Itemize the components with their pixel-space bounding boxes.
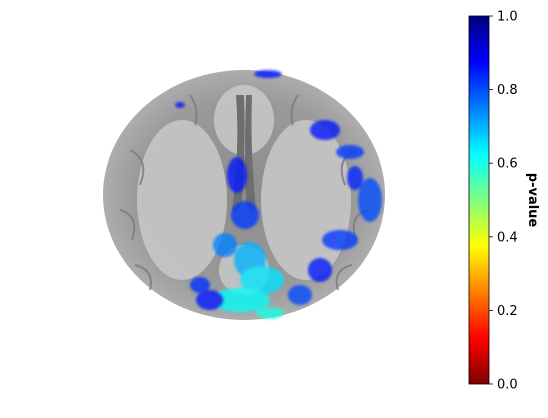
- overlay-blob: [322, 230, 358, 250]
- colorbar-ticks: 0.0 0.2 0.4 0.6 0.8 1.0: [489, 10, 518, 393]
- overlay-blob: [196, 290, 224, 310]
- overlay-blob: [256, 307, 284, 319]
- colorbar-tick-label: 0.8: [497, 83, 518, 98]
- overlay-blob: [227, 157, 247, 193]
- overlay-blob: [288, 285, 312, 305]
- overlay-blob: [190, 277, 210, 293]
- colorbar-tick-label: 1.0: [497, 10, 518, 25]
- overlay-blob: [308, 258, 332, 282]
- colorbar: 0.0 0.2 0.4 0.6 0.8 1.0 p-value: [468, 10, 540, 393]
- sulci: [119, 94, 369, 291]
- overlay-blob: [358, 178, 382, 222]
- overlay-blob: [310, 120, 340, 140]
- colorbar-tick-label: 0.4: [497, 230, 518, 245]
- overlay-blob: [240, 266, 284, 294]
- overlay-blob: [175, 102, 185, 108]
- overlay-blob: [336, 145, 364, 159]
- p-value-overlay: [175, 70, 382, 319]
- colorbar-tick-label: 0.6: [497, 157, 518, 172]
- overlay-blob: [210, 288, 270, 312]
- colorbar-tick-label: 0.2: [497, 304, 518, 319]
- overlay-blob: [347, 166, 363, 190]
- overlay-blob: [231, 201, 259, 229]
- overlay-blob: [254, 70, 282, 78]
- overlay-blob: [213, 233, 237, 257]
- colorbar-bar: [468, 15, 490, 385]
- colorbar-label: p-value: [525, 173, 540, 228]
- colorbar-tick-label: 0.0: [497, 378, 518, 393]
